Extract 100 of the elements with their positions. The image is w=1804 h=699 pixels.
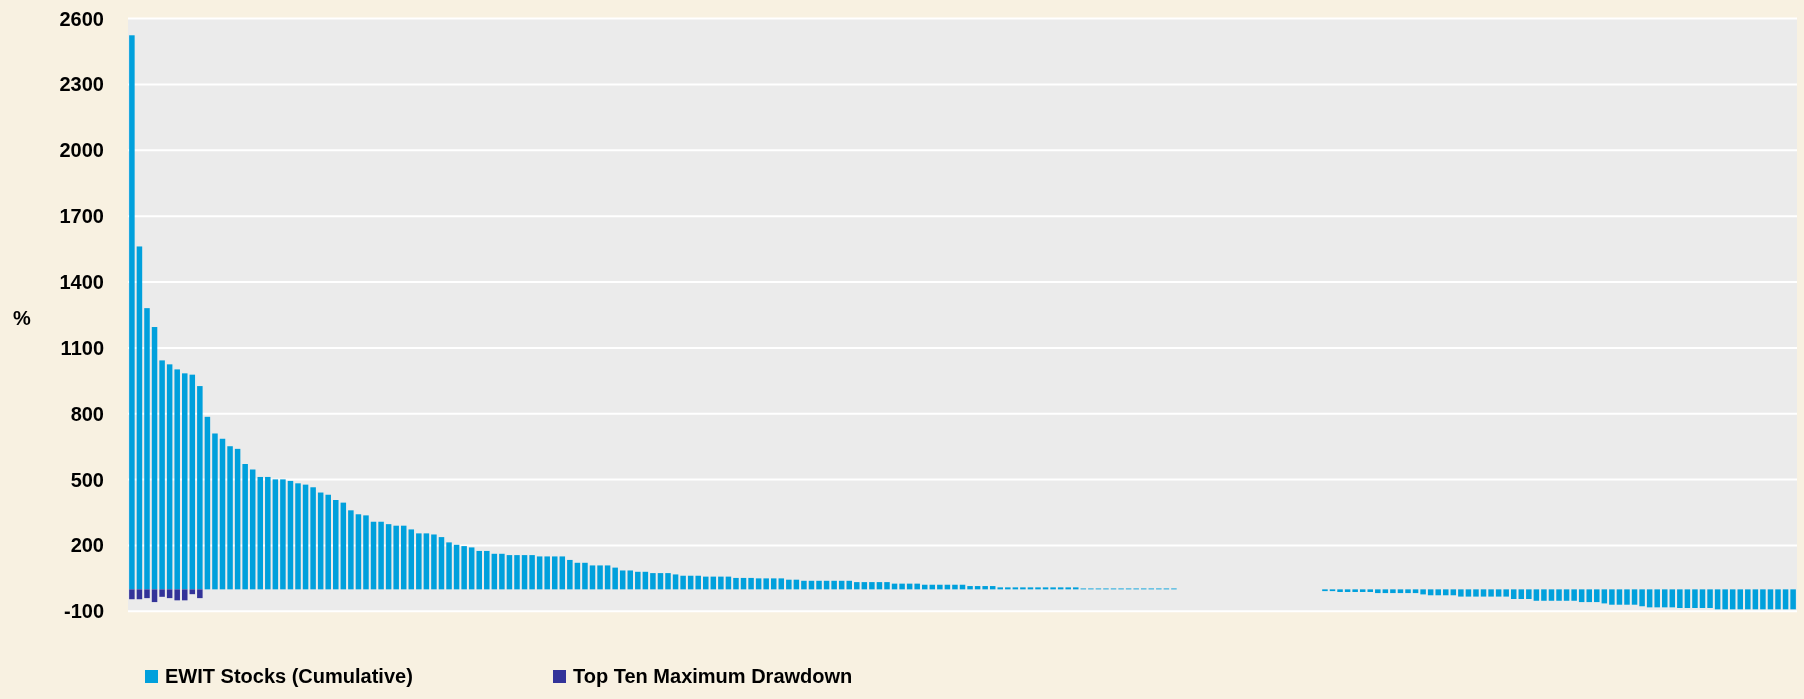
bar (280, 479, 286, 590)
bar (1503, 589, 1509, 597)
bar (536, 556, 543, 590)
bar (1594, 589, 1600, 603)
bar (1707, 589, 1713, 609)
bar (484, 550, 490, 590)
bar (257, 476, 264, 590)
bar (559, 556, 566, 590)
bar (1465, 589, 1472, 597)
bar (650, 573, 656, 590)
bar (151, 589, 158, 603)
y-tick-label: 800 (70, 402, 104, 425)
y-tick-label: 1100 (60, 336, 104, 359)
bar (786, 579, 792, 590)
bar (619, 570, 626, 590)
bar (1782, 589, 1789, 610)
bar (159, 360, 165, 590)
bar (1609, 589, 1615, 605)
legend-label: Top Ten Maximum Drawdown (573, 665, 853, 687)
y-axis-title: % (13, 307, 32, 329)
bar (438, 537, 445, 590)
bar (1556, 589, 1562, 601)
bar (302, 484, 309, 590)
bar (1699, 589, 1706, 609)
bar (227, 446, 233, 590)
bar (551, 556, 558, 590)
bar (166, 364, 173, 590)
bar (695, 575, 701, 590)
bar (884, 582, 890, 590)
bar (831, 580, 837, 590)
bar (129, 589, 135, 600)
bar (801, 580, 807, 590)
bar (468, 547, 475, 590)
bar (514, 555, 520, 590)
y-tick-label: 2000 (59, 139, 104, 162)
bar (242, 464, 248, 590)
bar (1420, 589, 1426, 595)
bar (1495, 589, 1502, 597)
bar (1616, 589, 1623, 605)
bar (1541, 589, 1547, 601)
bar (703, 576, 709, 590)
bar (529, 555, 535, 590)
bar (1669, 589, 1676, 608)
bar (1337, 589, 1343, 592)
bar (325, 494, 331, 590)
bar (363, 515, 369, 590)
bar (333, 500, 339, 590)
bar (1450, 589, 1457, 596)
y-tick-label: 200 (70, 534, 104, 557)
y-tick-label: -100 (63, 600, 104, 623)
bar (597, 565, 603, 590)
bar (1601, 589, 1608, 604)
bar (1563, 589, 1570, 601)
bar (1684, 589, 1691, 609)
bar (680, 575, 686, 590)
bar (778, 578, 785, 590)
bar (1435, 589, 1441, 596)
bar (1390, 589, 1396, 594)
bar (952, 584, 958, 590)
bar (589, 565, 596, 590)
bar (385, 524, 392, 590)
bar (1760, 589, 1766, 610)
bar (423, 533, 430, 590)
bar (1397, 589, 1404, 594)
bar (982, 586, 988, 590)
bar (129, 35, 135, 590)
bar (1375, 589, 1381, 594)
bar (461, 546, 467, 590)
bar (1790, 589, 1796, 610)
bar (1639, 589, 1645, 607)
bar (1631, 589, 1638, 605)
bar (204, 416, 211, 590)
bar (1518, 589, 1525, 600)
bar (1752, 589, 1759, 610)
bar (393, 525, 399, 590)
bar (627, 570, 634, 590)
bar (582, 562, 588, 590)
bar (136, 246, 143, 590)
bar (1352, 589, 1358, 592)
y-tick-label: 2600 (59, 7, 104, 30)
bar (272, 479, 279, 590)
bar (1382, 589, 1389, 594)
y-tick-label: 500 (70, 468, 104, 491)
bar (295, 483, 301, 590)
bar (174, 369, 180, 590)
bar (1488, 589, 1494, 597)
bar (604, 565, 611, 590)
bar (854, 582, 860, 590)
bar (1548, 589, 1555, 601)
bar (499, 553, 505, 590)
bar (340, 502, 347, 590)
bar (665, 573, 671, 590)
bar (181, 373, 188, 590)
bar (748, 577, 754, 590)
bar (431, 534, 437, 590)
bar (1427, 589, 1434, 596)
bar (1458, 589, 1464, 597)
bar (174, 589, 180, 601)
bar (718, 576, 724, 590)
bar (967, 586, 973, 590)
